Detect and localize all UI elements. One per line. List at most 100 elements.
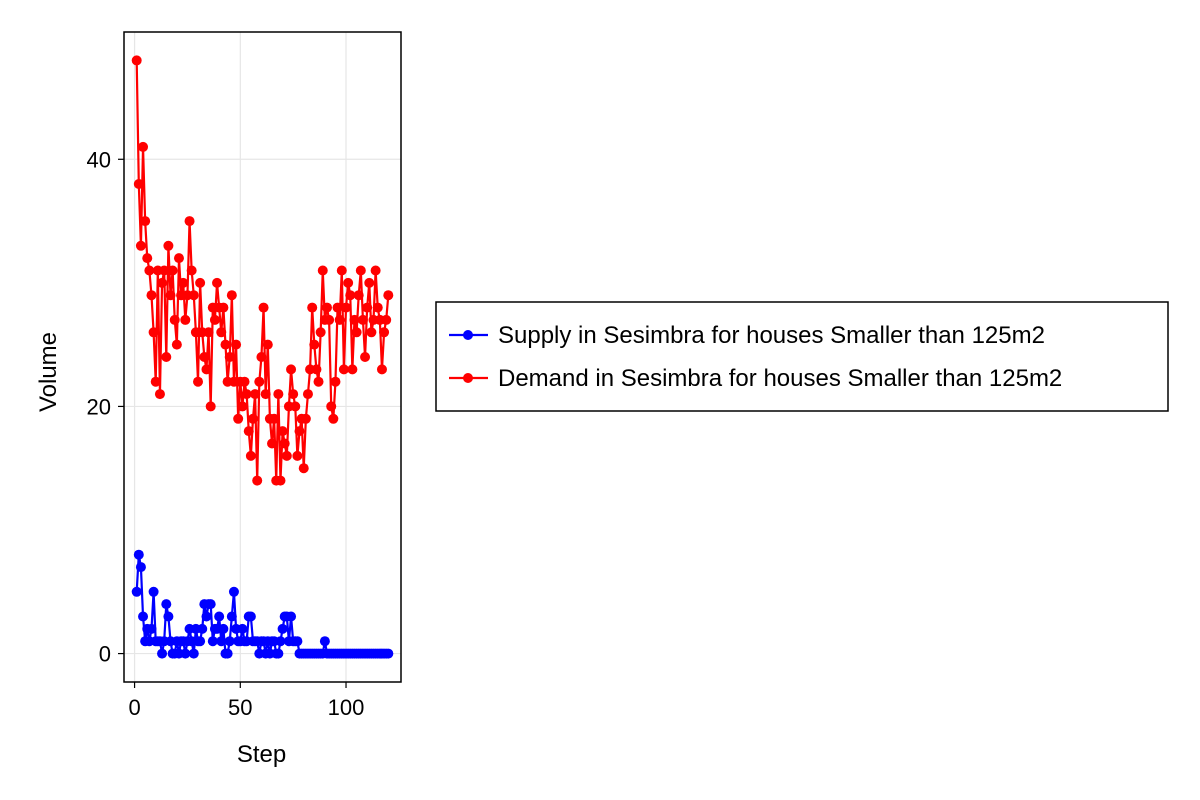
data-point (336, 265, 347, 276)
x-tick-label: 100 (328, 695, 365, 720)
data-point (157, 648, 168, 659)
data-point (319, 636, 330, 647)
data-point (247, 413, 258, 424)
data-point (148, 586, 159, 597)
series-demand (131, 55, 394, 486)
data-point (334, 314, 345, 325)
data-point (138, 141, 149, 152)
data-point (277, 426, 288, 437)
data-point (277, 623, 288, 634)
data-point (205, 401, 216, 412)
data-point (262, 339, 273, 350)
y-axis-ticks: 0 20 40 (87, 147, 124, 667)
y-tick-label: 20 (87, 394, 111, 419)
data-point (279, 438, 290, 449)
data-point (207, 636, 218, 647)
data-point (292, 636, 303, 647)
legend-box (435, 301, 1169, 412)
data-point (173, 253, 184, 264)
x-tick-label: 0 (128, 695, 140, 720)
legend: Supply in Sesimbra for houses Smaller th… (435, 301, 1169, 412)
legend-marker-supply (463, 330, 473, 340)
data-point (300, 413, 311, 424)
data-point (161, 599, 172, 610)
data-point (161, 352, 172, 362)
data-point (201, 611, 212, 622)
data-point (159, 265, 170, 276)
data-point (324, 314, 335, 325)
data-point (199, 352, 210, 362)
legend-label-demand: Demand in Sesimbra for houses Smaller th… (498, 365, 1062, 392)
data-point (224, 352, 235, 362)
data-point (254, 376, 265, 387)
series-layer (131, 55, 394, 659)
data-point (364, 277, 375, 288)
data-point (231, 339, 242, 350)
data-point (343, 277, 354, 288)
grid-lines (124, 32, 401, 682)
data-point (163, 611, 174, 622)
legend-marker-demand (463, 373, 473, 383)
data-point (294, 426, 305, 437)
y-axis-title: Volume (35, 332, 62, 412)
data-point (212, 277, 223, 288)
data-point (148, 327, 159, 338)
data-point (131, 55, 142, 66)
data-point (186, 265, 197, 276)
data-point (239, 376, 250, 387)
data-point (226, 290, 237, 301)
data-point (326, 401, 337, 412)
data-point (290, 401, 301, 412)
data-point (383, 290, 394, 301)
data-point (357, 314, 368, 325)
data-point (226, 611, 237, 622)
data-point (267, 438, 278, 449)
data-point (146, 290, 157, 301)
data-point (313, 376, 324, 387)
data-point (338, 364, 349, 375)
data-point (309, 339, 320, 350)
data-point (315, 327, 326, 338)
data-point (237, 623, 248, 634)
data-point (195, 636, 206, 647)
data-point (360, 352, 371, 362)
data-point (197, 623, 208, 634)
y-tick-label: 40 (87, 147, 111, 172)
data-point (275, 636, 286, 647)
y-tick-label: 0 (99, 642, 111, 667)
plot-frame (123, 31, 402, 683)
data-point (205, 599, 216, 610)
data-point (224, 636, 235, 647)
data-point (252, 475, 263, 486)
data-point (216, 636, 227, 647)
data-point (349, 314, 360, 325)
data-point (292, 450, 303, 461)
data-point (355, 265, 366, 276)
data-point (330, 376, 341, 387)
data-point (209, 314, 220, 325)
data-point (233, 413, 244, 424)
data-point (237, 401, 248, 412)
data-point (178, 277, 189, 288)
data-point (157, 277, 168, 288)
data-point (135, 562, 146, 573)
data-point (366, 327, 377, 338)
data-point (381, 314, 392, 325)
data-point (307, 302, 318, 313)
data-point (260, 389, 271, 400)
data-point (317, 265, 328, 276)
data-point (258, 302, 269, 313)
data-point (351, 327, 362, 338)
data-point (273, 389, 284, 400)
data-point (383, 648, 394, 659)
data-point (150, 376, 161, 387)
x-axis-ticks: 0 50 100 (128, 682, 364, 720)
data-point (228, 586, 239, 597)
x-tick-label: 50 (228, 695, 252, 720)
legend-label-supply: Supply in Sesimbra for houses Smaller th… (498, 322, 1045, 349)
data-point (345, 290, 356, 301)
data-point (188, 290, 199, 301)
data-point (203, 327, 214, 338)
data-point (311, 364, 322, 375)
